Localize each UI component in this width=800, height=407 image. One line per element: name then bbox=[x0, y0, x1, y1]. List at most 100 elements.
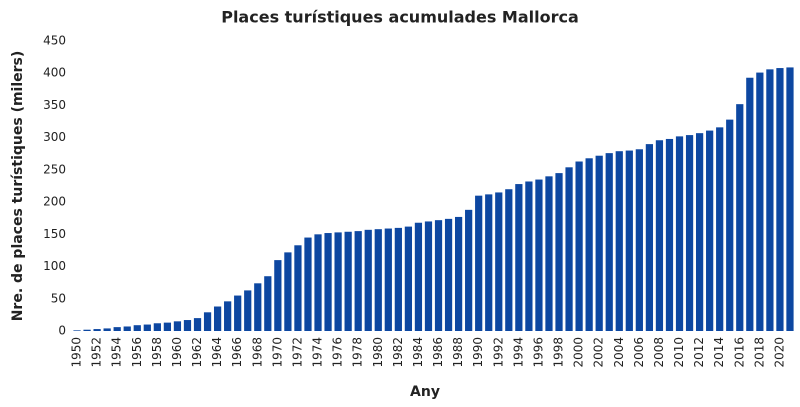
y-tick-label: 450 bbox=[43, 34, 66, 48]
x-tick-label: 1962 bbox=[190, 337, 204, 368]
y-tick-label: 250 bbox=[43, 162, 66, 176]
x-tick-label: 2000 bbox=[572, 337, 586, 368]
bar bbox=[645, 144, 654, 331]
bar bbox=[133, 325, 141, 331]
y-tick-label: 350 bbox=[43, 98, 66, 112]
bar bbox=[746, 77, 754, 331]
bar bbox=[103, 328, 111, 331]
x-tick-label: 1974 bbox=[311, 337, 325, 368]
bar bbox=[83, 329, 91, 331]
x-tick-label: 2014 bbox=[712, 337, 726, 368]
bar bbox=[485, 194, 493, 331]
x-axis-label: Any bbox=[410, 384, 440, 400]
bar bbox=[555, 173, 563, 331]
bar bbox=[766, 69, 774, 331]
bar bbox=[535, 179, 543, 331]
x-tick-label: 1998 bbox=[552, 337, 566, 368]
x-tick-label: 1978 bbox=[351, 337, 365, 368]
bar bbox=[123, 326, 131, 331]
bar bbox=[284, 252, 292, 331]
bar bbox=[515, 184, 523, 331]
bar bbox=[695, 133, 704, 331]
bar bbox=[595, 155, 603, 331]
x-tick-label: 1966 bbox=[230, 337, 244, 368]
bar bbox=[565, 167, 573, 331]
bar bbox=[143, 324, 151, 331]
x-tick-label: 1992 bbox=[491, 337, 505, 368]
y-tick-label: 200 bbox=[43, 195, 66, 209]
bar bbox=[364, 229, 372, 331]
bar bbox=[675, 136, 684, 331]
bar bbox=[716, 127, 724, 331]
bar bbox=[475, 195, 483, 331]
x-tick-label: 1952 bbox=[90, 337, 104, 368]
bar bbox=[665, 138, 674, 331]
x-tick-label: 2008 bbox=[652, 337, 666, 368]
bar bbox=[314, 234, 322, 331]
bar bbox=[394, 227, 402, 331]
x-tick-label: 1958 bbox=[150, 337, 164, 368]
bar bbox=[434, 220, 443, 331]
bar bbox=[374, 229, 382, 331]
bar bbox=[224, 301, 232, 331]
x-tick-label: 2002 bbox=[592, 337, 606, 368]
y-tick-label: 100 bbox=[43, 259, 66, 273]
bar bbox=[163, 322, 172, 331]
bar bbox=[404, 226, 413, 331]
bar bbox=[153, 323, 161, 331]
y-tick-label: 400 bbox=[43, 66, 66, 80]
bar bbox=[183, 320, 192, 331]
bar bbox=[193, 318, 202, 331]
y-tick-label: 150 bbox=[43, 227, 66, 241]
x-tick-label: 2006 bbox=[632, 337, 646, 368]
bar bbox=[756, 72, 764, 332]
bar bbox=[274, 260, 282, 331]
x-tick-label: 2020 bbox=[772, 337, 786, 368]
x-tick-label: 1960 bbox=[170, 337, 184, 368]
x-tick-label: 1972 bbox=[290, 337, 304, 368]
bar bbox=[545, 176, 553, 331]
bar bbox=[414, 222, 423, 331]
bar bbox=[685, 135, 694, 331]
bar bbox=[324, 233, 332, 331]
bar bbox=[655, 140, 664, 331]
bar bbox=[786, 67, 794, 331]
bar bbox=[294, 245, 302, 331]
x-tick-label: 1982 bbox=[391, 337, 405, 368]
x-tick-label: 2004 bbox=[612, 337, 626, 368]
bar bbox=[113, 327, 121, 331]
x-tick-label: 1986 bbox=[431, 337, 445, 368]
bar bbox=[525, 181, 533, 331]
bar bbox=[615, 151, 623, 331]
bar bbox=[776, 68, 784, 332]
y-tick-label: 300 bbox=[43, 130, 66, 144]
bar bbox=[706, 130, 714, 331]
bar bbox=[354, 231, 362, 331]
bar bbox=[304, 237, 312, 331]
x-tick-label: 1994 bbox=[511, 337, 525, 368]
x-tick-label: 1988 bbox=[451, 337, 465, 368]
bar bbox=[736, 104, 744, 332]
x-tick-label: 1996 bbox=[531, 337, 545, 368]
bar bbox=[73, 330, 81, 331]
x-tick-label: 1964 bbox=[210, 337, 224, 368]
bar bbox=[93, 329, 101, 331]
bar bbox=[173, 321, 182, 331]
bar bbox=[726, 119, 734, 331]
chart-title: Places turístiques acumulades Mallorca bbox=[221, 8, 579, 27]
bar bbox=[575, 161, 583, 331]
bar bbox=[234, 295, 242, 331]
bar bbox=[424, 221, 433, 331]
bar bbox=[334, 232, 342, 331]
bar bbox=[203, 312, 212, 331]
x-tick-label: 2010 bbox=[672, 337, 686, 368]
bar bbox=[213, 306, 222, 331]
y-tick-label: 50 bbox=[51, 291, 66, 305]
bar bbox=[264, 276, 272, 331]
bar bbox=[244, 290, 252, 331]
x-tick-label: 1950 bbox=[70, 337, 84, 368]
bar bbox=[465, 209, 473, 331]
y-axis-label: Nre. de places turístiques (milers) bbox=[10, 51, 26, 322]
x-tick-label: 1990 bbox=[471, 337, 485, 368]
